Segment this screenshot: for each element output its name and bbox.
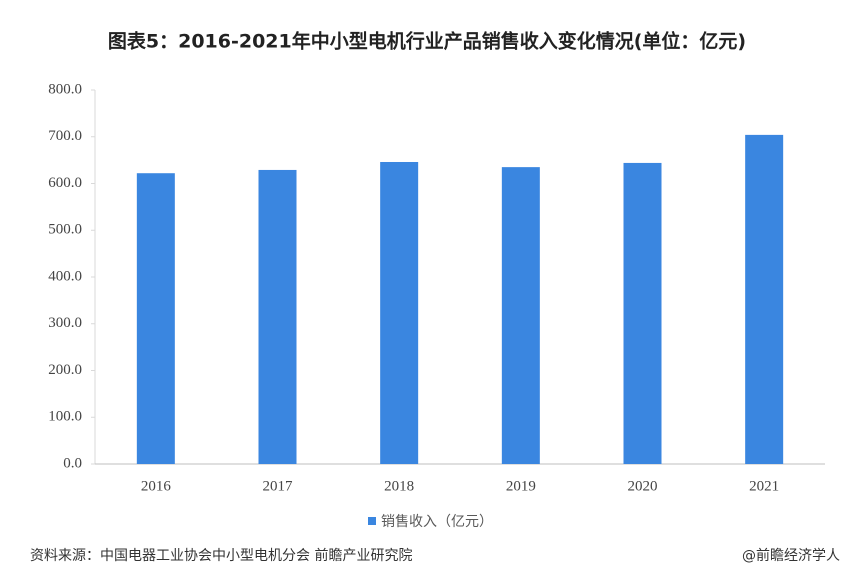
y-tick-label: 800.0 [48, 81, 82, 97]
x-tick-label: 2018 [384, 478, 414, 494]
bar [623, 162, 662, 464]
y-tick-label: 700.0 [48, 128, 82, 144]
y-tick-label: 100.0 [48, 409, 82, 425]
y-tick-label: 600.0 [48, 175, 82, 191]
x-tick-label: 2019 [506, 478, 536, 494]
y-tick-label: 200.0 [48, 362, 82, 378]
x-tick-label: 2020 [628, 478, 658, 494]
bar [380, 161, 419, 464]
x-tick-label: 2017 [263, 478, 294, 494]
y-tick-label: 300.0 [48, 315, 82, 331]
bar [136, 173, 175, 464]
legend-swatch [368, 517, 376, 525]
chart-title: 图表5：2016-2021年中小型电机行业产品销售收入变化情况(单位：亿元) [108, 30, 746, 53]
y-tick-label: 0.0 [63, 455, 82, 471]
bar [501, 167, 540, 464]
bar [258, 169, 297, 464]
y-tick-label: 400.0 [48, 268, 82, 284]
bar [745, 134, 784, 464]
credit: @前瞻经济学人 [742, 547, 840, 564]
y-tick-label: 500.0 [48, 222, 82, 238]
x-tick-label: 2021 [749, 478, 779, 494]
source-note: 资料来源：中国电器工业协会中小型电机分会 前瞻产业研究院 [30, 547, 412, 564]
legend-label: 销售收入（亿元） [381, 514, 493, 530]
x-tick-label: 2016 [141, 478, 172, 494]
